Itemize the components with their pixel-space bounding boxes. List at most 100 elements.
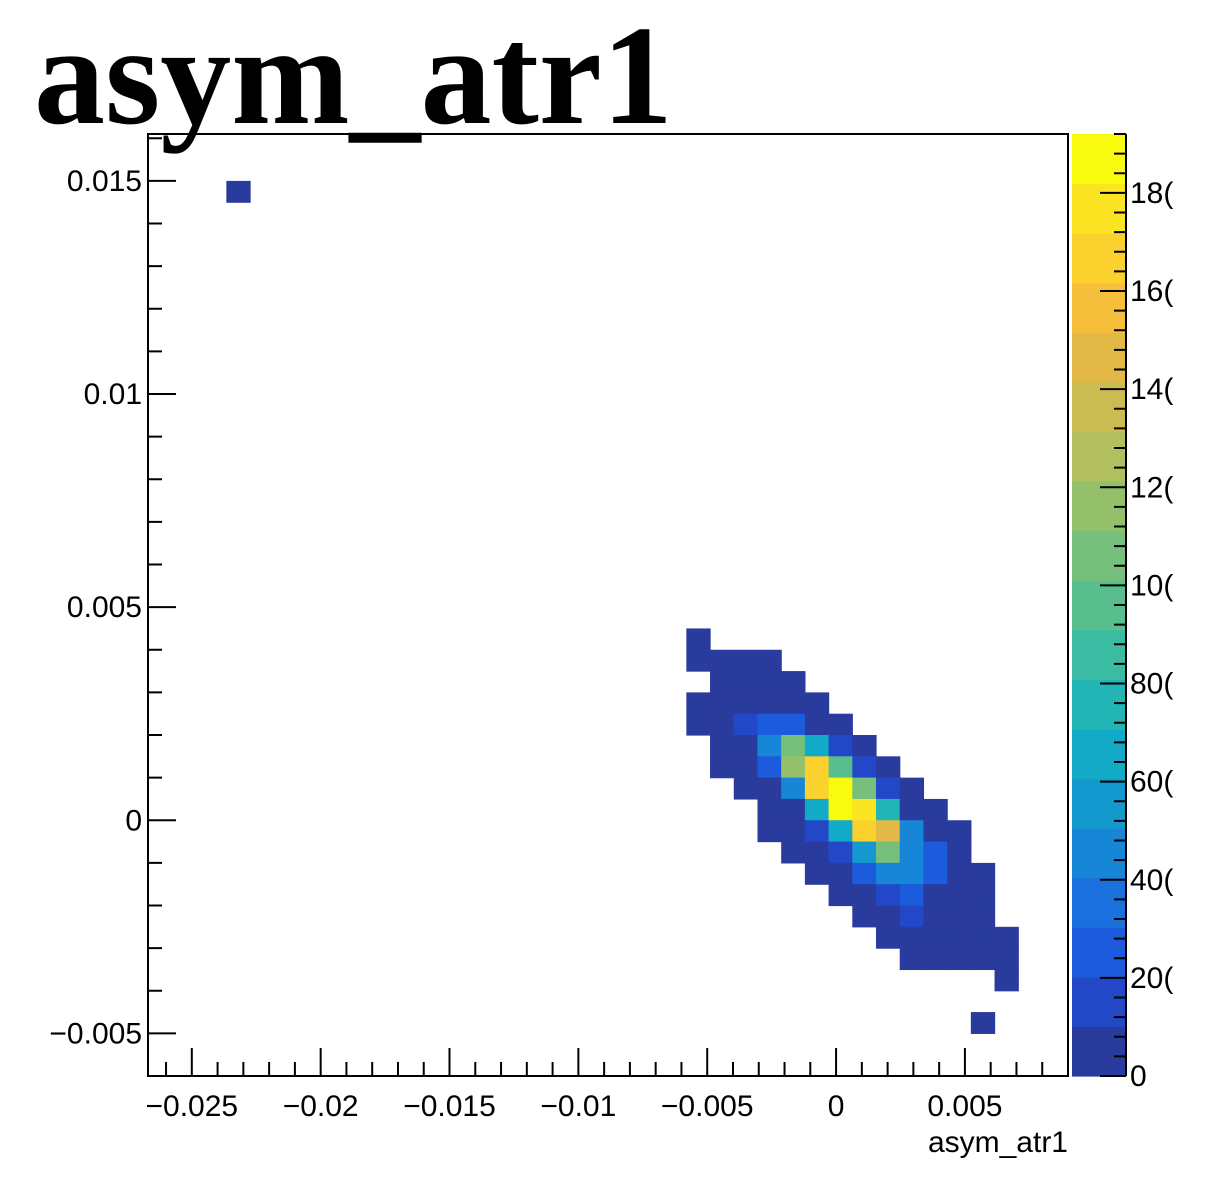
heatmap-cell: [781, 820, 806, 843]
heatmap-cell: [876, 820, 901, 843]
heatmap-cell: [852, 862, 877, 885]
heatmap-cell: [994, 926, 1019, 949]
heatmap-cell: [757, 820, 782, 843]
heatmap-cell: [923, 905, 948, 928]
heatmap-cell: [852, 798, 877, 821]
heatmap-cell: [828, 862, 853, 885]
heatmap-cell: [947, 884, 972, 907]
palette-tick-label: 20(: [1130, 962, 1173, 995]
heatmap-cell: [757, 798, 782, 821]
heatmap-cell: [923, 948, 948, 971]
heatmap-cell: [970, 884, 996, 907]
palette-tick-label: 12(: [1130, 471, 1173, 504]
heatmap-cell: [828, 884, 853, 907]
y-tick-label: −0.005: [49, 1017, 142, 1050]
heatmap-cell: [781, 777, 806, 800]
heatmap-cell: [828, 798, 853, 821]
heatmap-cell: [804, 713, 830, 736]
x-axis: −0.025 −0.02 −0.015 −0.01 −0.005 0 0.005: [146, 1048, 1069, 1123]
palette-swatch: [1072, 1026, 1126, 1077]
palette-swatch: [1072, 976, 1126, 1028]
heatmap-cell: [733, 649, 759, 672]
y-axis: −0.005 0 0.005 0.01 0.015: [49, 137, 176, 1077]
heatmap-cells: [226, 180, 1019, 1034]
heatmap-cell: [804, 820, 830, 843]
x-tick-label: −0.01: [540, 1090, 616, 1123]
y-tick-label: 0.005: [67, 591, 142, 624]
heatmap-cell: [852, 884, 877, 907]
heatmap-cell: [899, 841, 925, 864]
heatmap-cell: [923, 820, 948, 843]
heatmap-cell: [757, 692, 782, 715]
heatmap-cell: [828, 777, 853, 800]
heatmap-cell: [876, 905, 901, 928]
heatmap-cell: [733, 756, 759, 779]
heatmap-cell: [733, 735, 759, 757]
heatmap-cell: [804, 735, 830, 757]
heatmap-cell: [923, 926, 948, 949]
heatmap-cell: [781, 841, 806, 864]
palette-tick-label: 0: [1130, 1060, 1147, 1093]
heatmap-cell: [876, 926, 901, 949]
palette-swatch: [1072, 728, 1126, 780]
heatmap-cell: [828, 713, 853, 736]
palette-swatch: [1072, 381, 1126, 433]
palette-tick-label: 18(: [1130, 177, 1173, 210]
heatmap-cell: [899, 884, 925, 907]
heatmap-cell: [757, 777, 782, 800]
heatmap-cell: [733, 777, 759, 800]
x-tick-label: −0.02: [283, 1090, 359, 1123]
palette-swatch: [1072, 183, 1126, 234]
heatmap-cell: [899, 926, 925, 949]
heatmap-cell: [923, 841, 948, 864]
heatmap-cell: [994, 969, 1019, 992]
heatmap-cell: [804, 777, 830, 800]
chart-title: asym_atr1: [34, 0, 673, 154]
heatmap-cell: [947, 948, 972, 971]
heatmap-cell: [781, 692, 806, 715]
heatmap-cell: [923, 798, 948, 821]
heatmap-cell: [757, 735, 782, 757]
heatmap-cell: [710, 735, 735, 757]
heatmap-cell: [876, 777, 901, 800]
heatmap-cell: [781, 756, 806, 779]
palette-swatch: [1072, 431, 1126, 482]
heatmap-cell: [804, 841, 830, 864]
heatmap-cell: [899, 820, 925, 843]
palette-swatch: [1072, 134, 1126, 185]
heatmap-cell: [970, 862, 996, 885]
heatmap-cell: [947, 926, 972, 949]
heatmap-cell: [947, 820, 972, 843]
y-tick-label: 0: [125, 804, 142, 837]
heatmap-cell: [899, 905, 925, 928]
palette-swatch: [1072, 828, 1126, 879]
heatmap-cell: [710, 671, 735, 693]
palette-tick-label: 80(: [1130, 668, 1173, 701]
heatmap-cell: [757, 756, 782, 779]
heatmap-cell: [757, 713, 782, 736]
heatmap-cell: [852, 756, 877, 779]
heatmap-cell: [686, 713, 711, 736]
heatmap-cell: [876, 798, 901, 821]
heatmap-cell: [828, 756, 853, 779]
heatmap-cell: [852, 905, 877, 928]
palette-tick-label: 14(: [1130, 373, 1173, 406]
x-tick-label: 0.005: [927, 1090, 1002, 1123]
heatmap-cell: [828, 820, 853, 843]
heatmap-cell: [899, 777, 925, 800]
heatmap-cell: [804, 798, 830, 821]
palette-swatch: [1072, 877, 1126, 928]
palette-swatch: [1072, 927, 1126, 978]
heatmap-cell: [781, 735, 806, 757]
heatmap-cell: [852, 735, 877, 757]
heatmap-cell: [876, 756, 901, 779]
heatmap-cell: [710, 649, 735, 672]
heatmap-cell: [923, 884, 948, 907]
heatmap-cell: [757, 671, 782, 693]
heatmap-cell: [947, 905, 972, 928]
y-tick-label: 0.015: [67, 165, 142, 198]
heatmap-cell: [710, 692, 735, 715]
heatmap-cell: [733, 671, 759, 693]
heatmap-cell: [804, 756, 830, 779]
palette-swatch: [1072, 629, 1126, 680]
